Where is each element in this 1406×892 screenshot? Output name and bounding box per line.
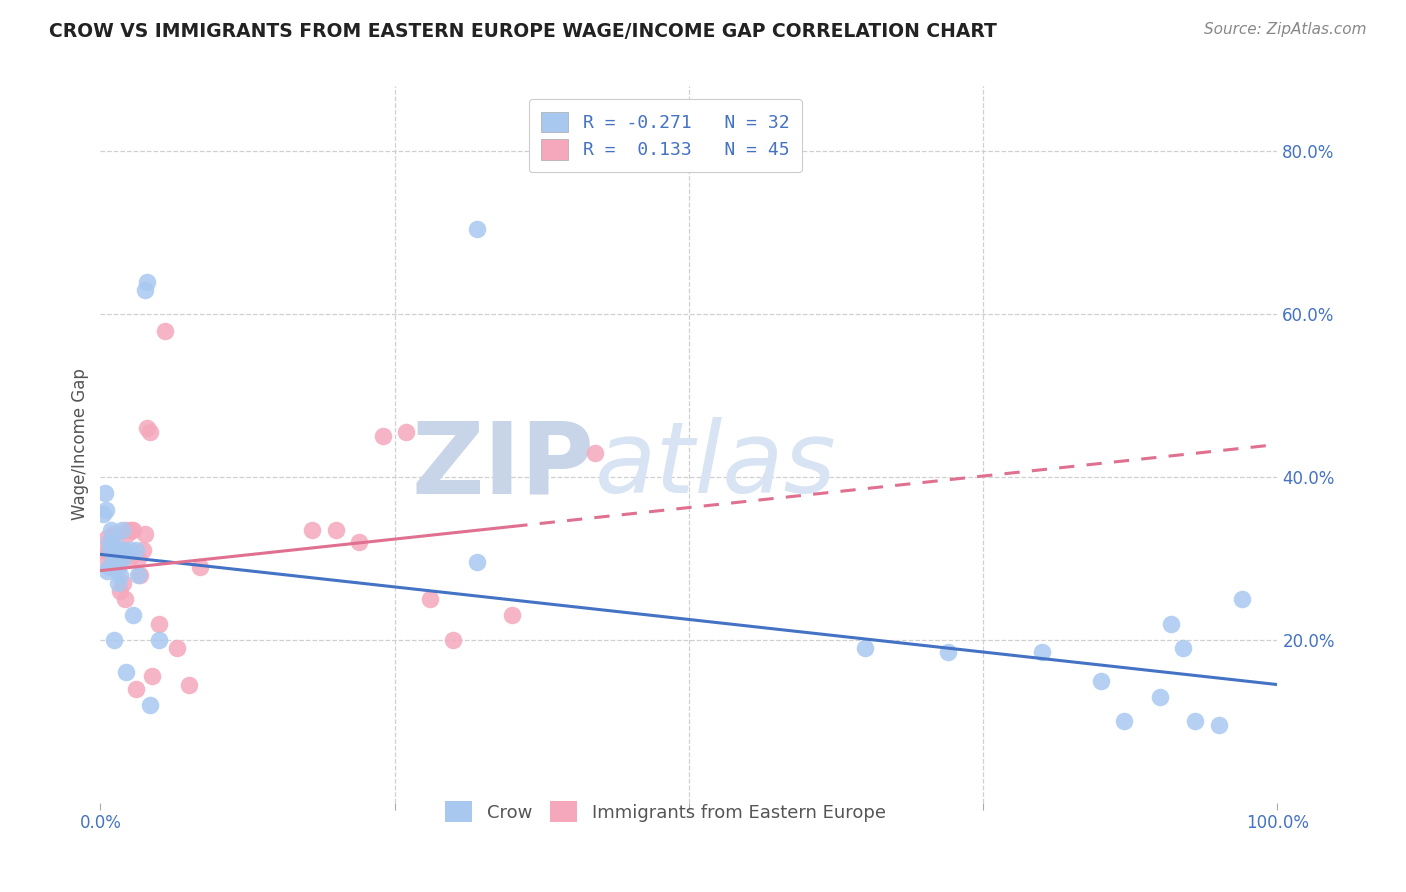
Y-axis label: Wage/Income Gap: Wage/Income Gap <box>72 368 89 520</box>
Point <box>111 575 134 590</box>
Point <box>107 551 129 566</box>
Point <box>395 425 418 440</box>
Point <box>98 543 121 558</box>
Point <box>124 681 146 696</box>
Point <box>110 523 132 537</box>
Point <box>148 632 170 647</box>
Point <box>97 543 120 558</box>
Point <box>1160 616 1182 631</box>
Point <box>103 543 125 558</box>
Point <box>104 547 127 561</box>
Point <box>103 535 125 549</box>
Point <box>120 523 142 537</box>
Point <box>108 543 131 558</box>
Point <box>100 523 122 537</box>
Point <box>325 523 347 537</box>
Point <box>108 543 131 558</box>
Point <box>1208 718 1230 732</box>
Point <box>465 221 488 235</box>
Point <box>115 665 138 680</box>
Point <box>1230 592 1253 607</box>
Point <box>136 275 159 289</box>
Point <box>136 421 159 435</box>
Point <box>110 584 132 599</box>
Point <box>105 559 128 574</box>
Point <box>139 425 162 440</box>
Point <box>91 507 114 521</box>
Point <box>97 535 120 549</box>
Point <box>111 551 134 566</box>
Point <box>93 543 115 558</box>
Point <box>100 535 122 549</box>
Point <box>110 551 132 566</box>
Point <box>134 283 156 297</box>
Point <box>114 592 136 607</box>
Point <box>1114 714 1136 729</box>
Point <box>501 608 523 623</box>
Point <box>96 502 118 516</box>
Text: ZIP: ZIP <box>412 417 595 515</box>
Point <box>129 567 152 582</box>
Point <box>104 551 127 566</box>
Text: atlas: atlas <box>595 417 837 515</box>
Point <box>1173 640 1195 655</box>
Point <box>465 556 488 570</box>
Point <box>419 592 441 607</box>
Point <box>148 616 170 631</box>
Point <box>127 551 149 566</box>
Point <box>101 547 124 561</box>
Point <box>301 523 323 537</box>
Point <box>443 632 465 647</box>
Point <box>190 559 212 574</box>
Point <box>1149 690 1171 704</box>
Legend: Crow, Immigrants from Eastern Europe: Crow, Immigrants from Eastern Europe <box>434 790 897 833</box>
Point <box>1090 673 1112 688</box>
Point <box>112 543 135 558</box>
Point <box>124 543 146 558</box>
Point <box>132 543 155 558</box>
Point <box>139 698 162 712</box>
Point <box>141 669 163 683</box>
Text: Source: ZipAtlas.com: Source: ZipAtlas.com <box>1204 22 1367 37</box>
Point <box>94 486 117 500</box>
Point <box>855 640 877 655</box>
Point <box>1031 645 1053 659</box>
Point <box>117 527 139 541</box>
Point <box>166 640 188 655</box>
Point <box>107 575 129 590</box>
Point <box>371 429 394 443</box>
Point <box>96 556 118 570</box>
Point <box>153 324 176 338</box>
Point <box>103 527 125 541</box>
Point <box>349 535 371 549</box>
Point <box>115 523 138 537</box>
Point <box>107 559 129 574</box>
Point <box>118 543 141 558</box>
Point <box>177 677 200 691</box>
Point <box>1184 714 1206 729</box>
Point <box>127 567 149 582</box>
Point <box>112 543 135 558</box>
Point <box>122 608 145 623</box>
Point <box>96 564 118 578</box>
Point <box>103 543 125 558</box>
Point <box>936 645 959 659</box>
Point <box>118 551 141 566</box>
Text: CROW VS IMMIGRANTS FROM EASTERN EUROPE WAGE/INCOME GAP CORRELATION CHART: CROW VS IMMIGRANTS FROM EASTERN EUROPE W… <box>49 22 997 41</box>
Point <box>103 632 125 647</box>
Point <box>97 559 120 574</box>
Point <box>110 567 132 582</box>
Point <box>583 445 606 459</box>
Point <box>98 547 121 561</box>
Point <box>122 523 145 537</box>
Point <box>101 547 124 561</box>
Point <box>96 531 118 545</box>
Point <box>105 559 128 574</box>
Point <box>134 527 156 541</box>
